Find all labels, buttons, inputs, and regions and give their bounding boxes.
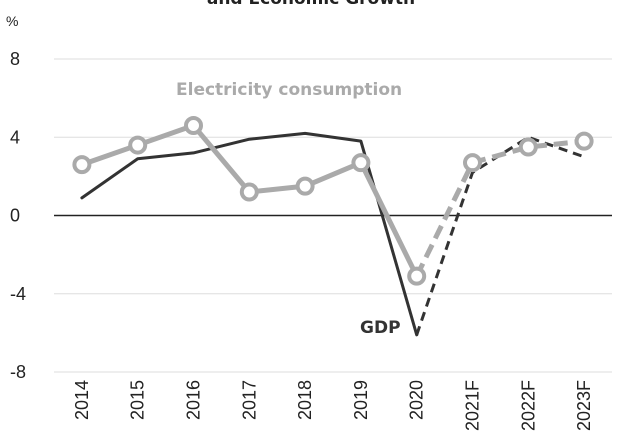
x-tick-label: 2023F	[574, 380, 594, 431]
data-point	[128, 135, 148, 155]
y-axis-ticks: -8 -4 0 4 8	[10, 49, 26, 382]
x-tick-label: 2015	[128, 380, 148, 420]
series-label-gdp: GDP	[360, 318, 401, 338]
x-tick-label: 2017	[239, 380, 259, 420]
chart-title: and Economic Growth	[207, 0, 415, 9]
series-label-electricity: Electricity consumption	[176, 80, 402, 100]
series-line-forecast	[414, 138, 585, 278]
x-tick-label: 2022F	[518, 380, 538, 431]
data-point	[463, 153, 482, 173]
gridlines	[54, 58, 612, 373]
y-tick-label: 4	[10, 127, 20, 147]
x-tick-label: 2019	[351, 380, 371, 420]
x-tick-label: 2014	[72, 380, 92, 420]
data-point	[518, 137, 538, 157]
y-tick-label: -8	[10, 362, 26, 382]
data-point	[351, 153, 371, 173]
x-axis-ticks: 2014 2015 2016 2017 2018 2019 2020 2021F 2022F 20…	[72, 380, 594, 431]
data-point	[295, 176, 315, 196]
x-tick-label: 2018	[295, 380, 315, 420]
data-point	[72, 155, 92, 175]
x-tick-label: 2016	[184, 380, 204, 420]
data-point	[239, 182, 259, 202]
data-point	[574, 131, 594, 151]
x-tick-label: 2020	[407, 380, 427, 420]
y-tick-label: 0	[10, 206, 20, 226]
series-line-forecast	[415, 135, 585, 336]
y-tick-label: 8	[10, 49, 20, 69]
series-layer	[72, 116, 594, 337]
x-tick-label: 2021F	[463, 380, 483, 431]
series-line	[80, 131, 419, 337]
y-axis-unit: %	[6, 13, 18, 29]
data-point	[407, 266, 427, 286]
data-point	[184, 116, 203, 136]
y-tick-label: -4	[10, 284, 26, 304]
